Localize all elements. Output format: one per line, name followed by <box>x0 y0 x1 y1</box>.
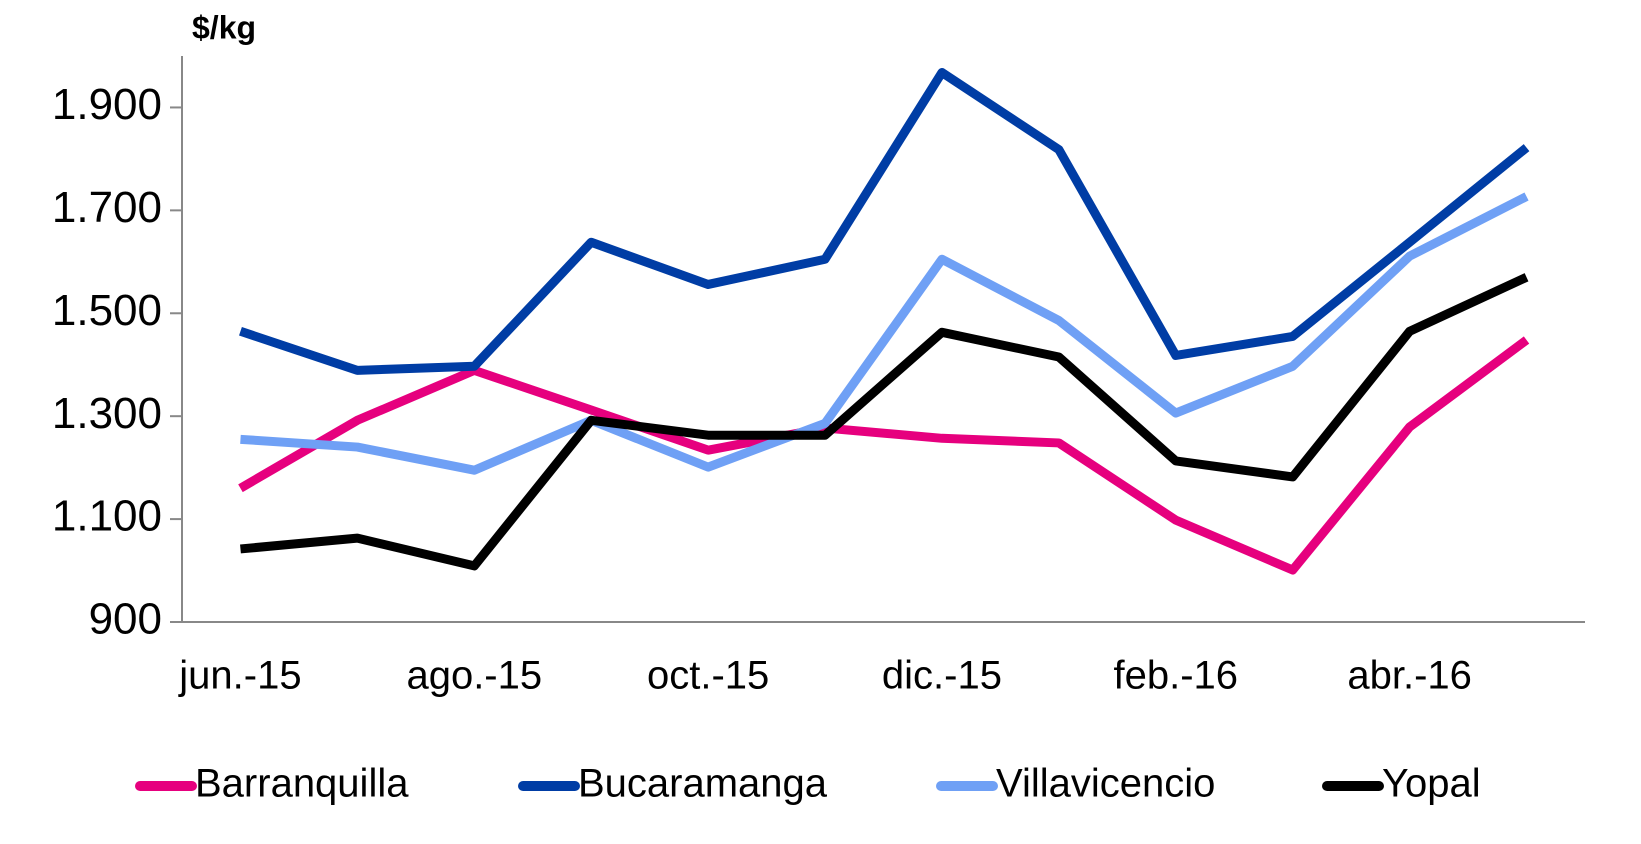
series-line <box>240 192 1529 475</box>
legend-label: Bucaramanga <box>578 762 828 806</box>
y-axis-label: $/kg <box>192 9 256 45</box>
y-tick-label: 900 <box>89 595 162 644</box>
series-line <box>240 273 1529 571</box>
series-line <box>239 67 1530 375</box>
legend-label: Villavicencio <box>996 762 1215 806</box>
y-tick-label: 1.700 <box>52 183 162 232</box>
y-tick-label: 1.300 <box>52 389 162 438</box>
y-tick-label: 1.500 <box>52 286 162 335</box>
x-tick-label: dic.-15 <box>882 654 1002 698</box>
x-tick-label: jun.-15 <box>178 654 301 698</box>
x-tick-label: oct.-15 <box>647 654 769 698</box>
series-line <box>238 336 1530 575</box>
y-tick-label: 1.100 <box>52 492 162 541</box>
x-tick-label: ago.-15 <box>406 654 542 698</box>
legend-label: Barranquilla <box>195 762 409 806</box>
x-tick-label: feb.-16 <box>1114 654 1239 698</box>
y-tick-label: 1.900 <box>52 80 162 129</box>
legend-label: Yopal <box>1382 762 1481 806</box>
x-tick-label: abr.-16 <box>1347 654 1472 698</box>
